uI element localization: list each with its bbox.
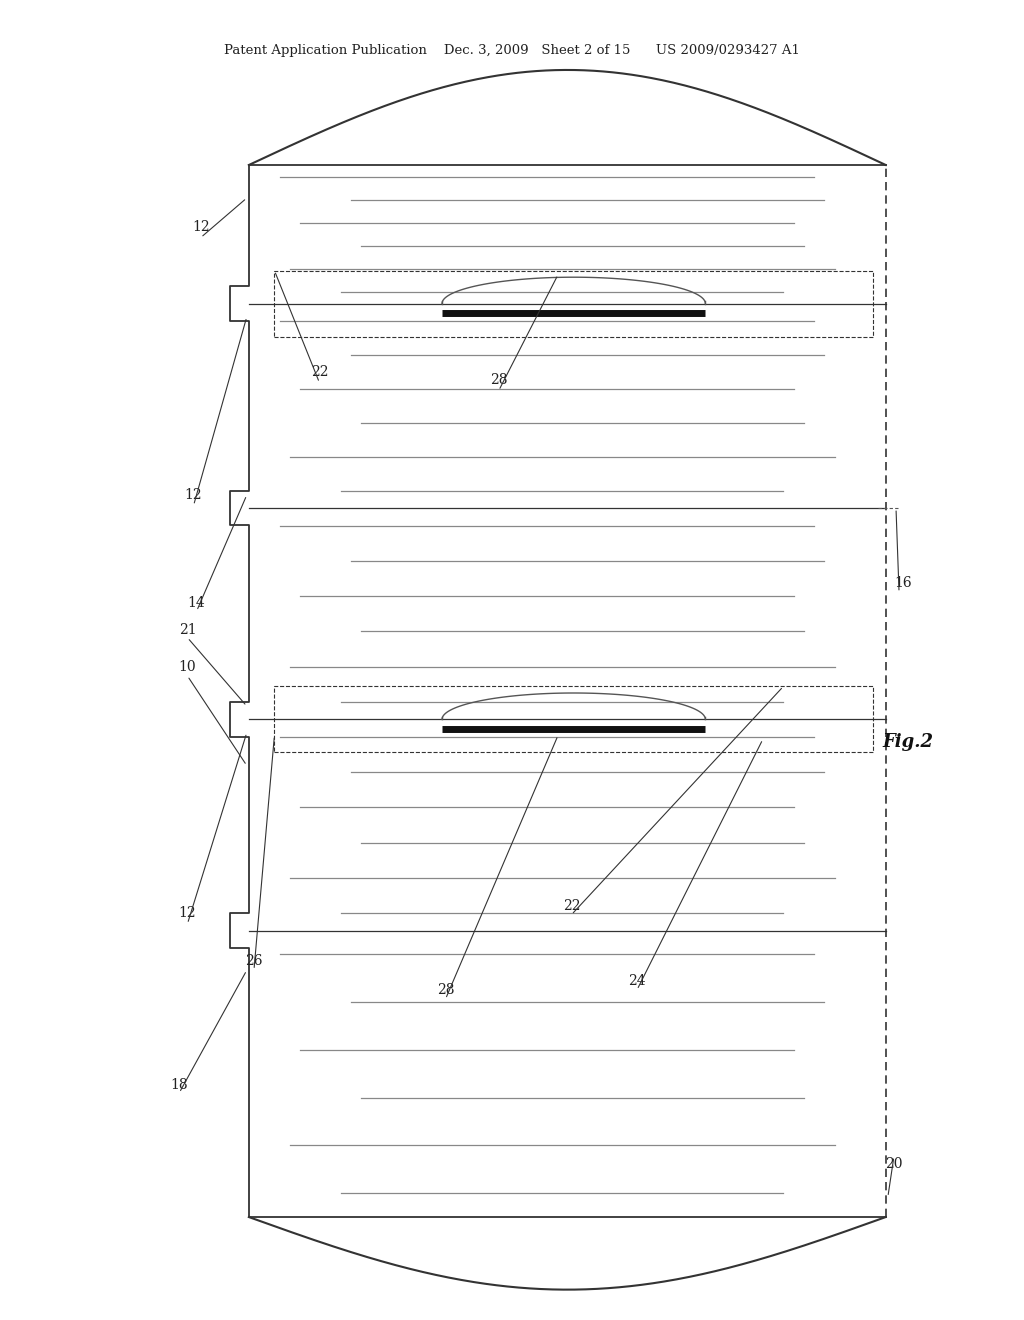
Text: 12: 12 xyxy=(178,907,197,920)
Text: 14: 14 xyxy=(187,597,206,610)
Text: Patent Application Publication    Dec. 3, 2009   Sheet 2 of 15      US 2009/0293: Patent Application Publication Dec. 3, 2… xyxy=(224,44,800,57)
Text: 24: 24 xyxy=(628,974,646,987)
Bar xyxy=(274,686,872,752)
Text: 22: 22 xyxy=(562,899,581,912)
Text: 10: 10 xyxy=(178,660,197,673)
Text: 12: 12 xyxy=(184,488,203,502)
Text: 26: 26 xyxy=(245,954,263,968)
Text: 22: 22 xyxy=(310,366,329,379)
Bar xyxy=(274,271,872,337)
Text: 28: 28 xyxy=(436,983,455,997)
Text: 16: 16 xyxy=(894,577,912,590)
Text: 18: 18 xyxy=(170,1078,188,1092)
Text: 28: 28 xyxy=(489,374,508,387)
Text: 21: 21 xyxy=(178,623,197,636)
Text: Fig.2: Fig.2 xyxy=(883,733,934,751)
Text: 12: 12 xyxy=(191,220,210,234)
Text: 20: 20 xyxy=(885,1158,903,1171)
